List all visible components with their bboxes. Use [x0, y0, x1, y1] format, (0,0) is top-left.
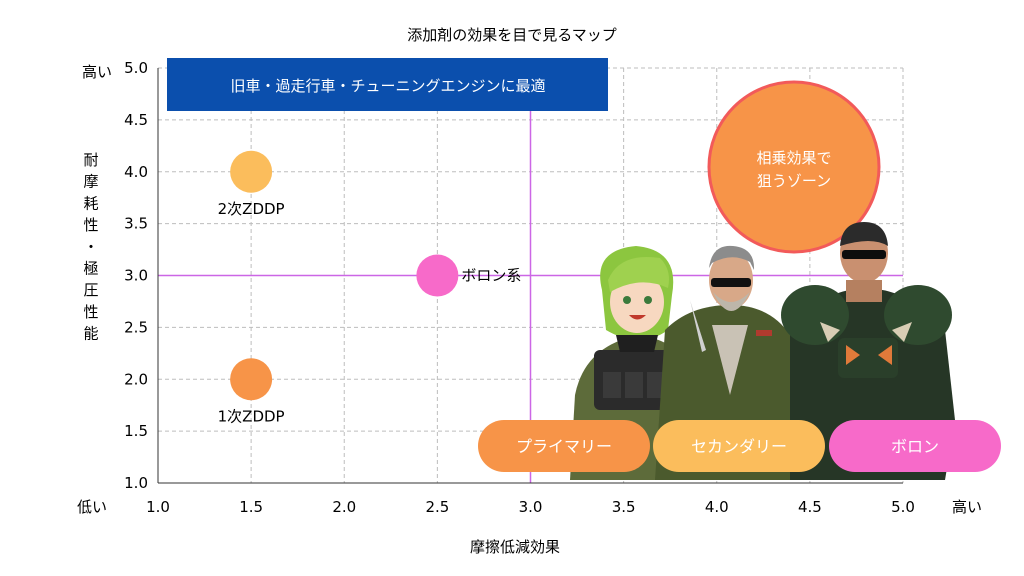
- y-tick-label: 2.5: [124, 318, 148, 336]
- chart-title: 添加剤の効果を目で見るマップ: [407, 26, 616, 44]
- x-tick-label: 1.0: [146, 498, 170, 516]
- legend-item: プライマリー: [478, 420, 650, 472]
- x-tick-label: 4.0: [705, 498, 729, 516]
- x-high-label: 高い: [952, 498, 982, 516]
- reference-lines: [158, 68, 903, 483]
- legend-pill: [829, 420, 1001, 472]
- x-tick-label: 2.0: [332, 498, 356, 516]
- x-tick-label: 1.5: [239, 498, 263, 516]
- banner-annotation: 旧車・過走行車・チューニングエンジンに最適: [167, 58, 608, 111]
- synergy-text-line-1: 相乗効果で: [756, 149, 831, 167]
- y-tick-label: 4.0: [124, 163, 148, 181]
- axes: 1.0 1.5 2.0 2.5 3.0 3.5 4.0 4.5 5.0 1.0 1.5 2.0 2.5 3…: [124, 59, 915, 516]
- y-tick-label: 1.5: [124, 422, 148, 440]
- legend-item: ボロン: [829, 420, 1001, 472]
- y-tick-label: 5.0: [124, 59, 148, 77]
- data-point-label: 2次ZDDP: [218, 200, 285, 218]
- legend-pill: [478, 420, 650, 472]
- y-tick-label: 2.0: [124, 370, 148, 388]
- data-points: 2次ZDDP 1次ZDDP ボロン系: [218, 150, 521, 425]
- data-point-label: 1次ZDDP: [218, 407, 285, 425]
- banner-background: [167, 58, 608, 111]
- legend: プライマリー セカンダリー ボロン: [478, 420, 1001, 472]
- data-point: [230, 358, 273, 401]
- x-tick-label: 5.0: [891, 498, 915, 516]
- data-point: [230, 150, 273, 193]
- legend-item: セカンダリー: [653, 420, 825, 472]
- data-point: [416, 254, 459, 297]
- synergy-circle: [707, 80, 881, 254]
- y-tick-label: 4.5: [124, 111, 148, 129]
- x-axis-label: 摩擦低減効果: [470, 538, 560, 556]
- synergy-zone-annotation: 相乗効果で 狙うゾーン: [707, 80, 881, 254]
- synergy-text-line-2: 狙うゾーン: [757, 172, 831, 190]
- legend-label: プライマリー: [516, 437, 612, 456]
- data-point-label: ボロン系: [461, 267, 521, 285]
- y-axis-label: 耐摩耗性・極圧性能: [83, 151, 98, 343]
- y-tick-label: 1.0: [124, 474, 148, 492]
- legend-label: ボロン: [891, 437, 939, 456]
- x-tick-label: 2.5: [425, 498, 449, 516]
- x-tick-label: 3.5: [612, 498, 636, 516]
- x-tick-label: 4.5: [798, 498, 822, 516]
- y-tick-label: 3.0: [124, 267, 148, 285]
- y-tick-label: 3.5: [124, 215, 148, 233]
- legend-pill: [653, 420, 825, 472]
- banner-text: 旧車・過走行車・チューニングエンジンに最適: [230, 77, 545, 95]
- x-low-label: 低い: [77, 498, 107, 516]
- legend-label: セカンダリー: [691, 437, 787, 456]
- x-tick-label: 3.0: [519, 498, 543, 516]
- y-high-label: 高い: [82, 63, 112, 81]
